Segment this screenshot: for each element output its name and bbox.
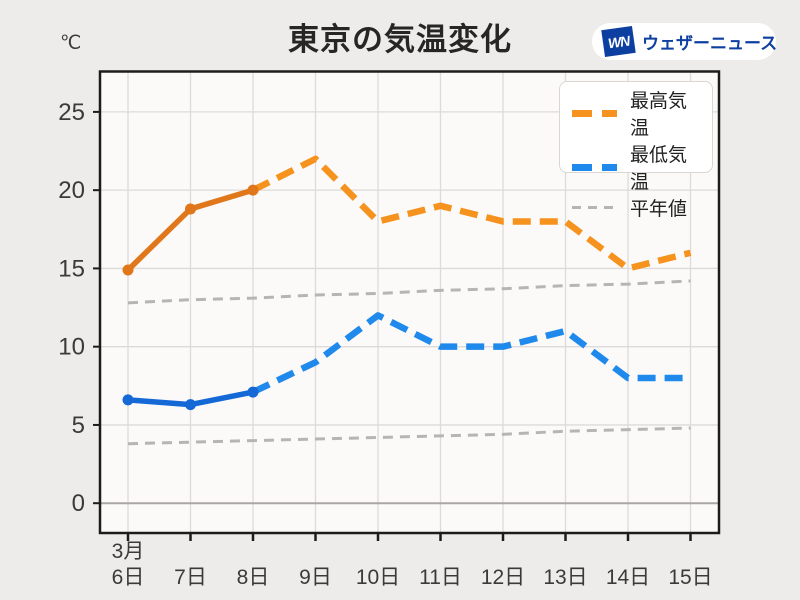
- y-axis-unit-label: ℃: [60, 33, 82, 54]
- max-temp-line-sample: [572, 109, 617, 117]
- legend-item-max-temp: 最高気温: [572, 86, 700, 140]
- series-normal_low: [127, 426, 691, 446]
- x-tick-label: 7日: [174, 566, 207, 589]
- x-tick-month-label: 3月: [112, 540, 145, 563]
- legend-label-max-temp: 最高気温: [630, 91, 688, 139]
- x-tick-label: 15日: [668, 566, 712, 589]
- weathernews-logo-text: ウェザーニュース: [642, 34, 778, 53]
- data-point-marker: [185, 399, 196, 411]
- legend-label-normal: 平年値: [630, 199, 688, 220]
- chart-legend: 最高気温 最低気温 平年値: [559, 81, 713, 220]
- axes-ticks-and-labels: 0 5 10 15 20 25 3月 6日 7日 8日 9日 10日 11日 12日 13日 14日 15日: [58, 99, 712, 589]
- y-tick-label: 5: [72, 412, 85, 439]
- legend-item-min-temp: 最低気温: [572, 140, 700, 194]
- series-normal_high: [127, 279, 691, 305]
- weathernews-logo: WN ウェザーニュース: [592, 23, 778, 60]
- series-min_temperature: [122, 312, 691, 411]
- x-tick-label: 14日: [606, 566, 650, 589]
- x-tick-label: 8日: [237, 566, 270, 589]
- plot-border: [98, 70, 721, 535]
- x-tick-label: 6日: [112, 566, 145, 589]
- x-tick-label: 13日: [543, 566, 587, 589]
- legend-item-normal: 平年値: [572, 194, 700, 221]
- y-tick-label: 20: [58, 177, 85, 204]
- data-point-marker: [185, 203, 196, 215]
- data-point-marker: [247, 184, 259, 196]
- x-tick-label: 12日: [481, 566, 525, 589]
- y-tick-label: 15: [58, 255, 85, 282]
- normal-line-sample: [572, 206, 617, 209]
- y-tick-label: 25: [58, 99, 85, 126]
- data-point-marker: [122, 394, 134, 406]
- y-tick-label: 0: [72, 490, 85, 517]
- x-tick-label: 10日: [356, 566, 400, 589]
- x-tick-label: 11日: [419, 566, 462, 589]
- page-title: 東京の気温変化: [288, 22, 512, 57]
- x-tick-label: 9日: [299, 566, 332, 589]
- series-max_temperature: [122, 155, 692, 276]
- data-point-marker: [247, 386, 259, 398]
- data-point-marker: [122, 264, 134, 276]
- min-temp-line-sample: [572, 163, 617, 171]
- y-tick-label: 10: [58, 334, 85, 361]
- legend-label-min-temp: 最低気温: [630, 145, 688, 193]
